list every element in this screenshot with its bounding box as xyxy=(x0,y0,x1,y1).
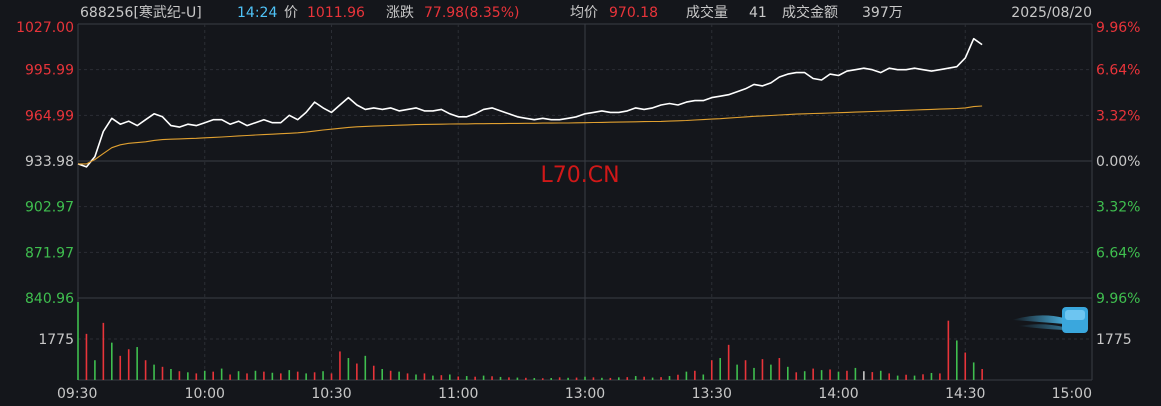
price-line xyxy=(77,37,983,168)
time-tick-label: 14:00 xyxy=(818,386,858,402)
last-price: 1011.96 xyxy=(307,5,365,21)
volume-axis: 1775 1775 xyxy=(38,332,1131,348)
time-tick-label: 09:30 xyxy=(57,386,97,402)
price-tick-label: 1027.00 xyxy=(16,20,74,36)
time-tick-label: 10:00 xyxy=(185,386,225,402)
avg-label: 均价 xyxy=(570,5,598,21)
amount-label: 成交金额 xyxy=(782,4,838,21)
price-tick-label: 840.96 xyxy=(25,291,74,307)
percent-tick-label: 3.32% xyxy=(1096,108,1140,124)
grid-lines xyxy=(78,24,1092,380)
price-label: 价 xyxy=(284,5,298,21)
price-tick-label: 871.97 xyxy=(25,245,74,261)
percent-tick-label: 3.32% xyxy=(1096,200,1140,216)
time-tick-label: 15:00 xyxy=(1052,386,1092,402)
price-change: 77.98(8.35%) xyxy=(424,5,519,21)
time-tick-label: 14:30 xyxy=(945,386,985,402)
price-tick-label: 995.99 xyxy=(25,63,74,79)
stock-code: 688256[寒武纪-U] xyxy=(80,4,202,21)
percent-tick-label: 9.96% xyxy=(1096,291,1140,307)
change-label: 涨跌 xyxy=(386,5,414,21)
price-axis-left: 1027.00 995.99 964.99 933.98 902.97 871.97 840… xyxy=(16,20,74,307)
watermark: L70.CN xyxy=(540,163,619,188)
percent-tick-label: 6.64% xyxy=(1096,63,1140,79)
time-tick-label: 11:00 xyxy=(438,386,478,402)
percent-tick-label: 9.96% xyxy=(1096,20,1140,36)
percent-axis-right: 9.96% 6.64% 3.32% 0.00% 3.32% 6.64% 9.96% xyxy=(1096,20,1140,307)
avg-price: 970.18 xyxy=(609,5,658,21)
percent-tick-label: 6.64% xyxy=(1096,245,1140,261)
volume-tick-label-right: 1775 xyxy=(1096,332,1132,348)
volume-value: 41 xyxy=(749,5,767,21)
average-price-line xyxy=(78,105,983,165)
percent-tick-label: 0.00% xyxy=(1096,154,1140,170)
quote-date: 2025/08/20 xyxy=(1011,5,1092,21)
price-tick-label: 964.99 xyxy=(25,108,74,124)
time-tick-label: 10:30 xyxy=(311,386,351,402)
time-tick-label: 13:00 xyxy=(565,386,605,402)
price-tick-label: 933.98 xyxy=(25,154,74,170)
price-lines xyxy=(77,37,983,168)
price-tick-label: 902.97 xyxy=(25,200,74,216)
quote-time: 14:24 xyxy=(237,5,277,21)
volume-tick-label: 1775 xyxy=(38,332,74,348)
amount-value: 397万 xyxy=(862,5,903,21)
expand-panel-icon[interactable] xyxy=(1012,307,1088,333)
volume-label: 成交量 xyxy=(686,4,728,21)
volume-bars xyxy=(77,302,983,380)
quote-header: 688256[寒武纪-U] 14:24 价 1011.96 涨跌 77.98(8… xyxy=(80,4,1092,21)
time-axis: 09:30 10:00 10:30 11:00 13:00 13:30 14:00 14:30… xyxy=(57,386,1092,402)
time-tick-label: 13:30 xyxy=(692,386,732,402)
